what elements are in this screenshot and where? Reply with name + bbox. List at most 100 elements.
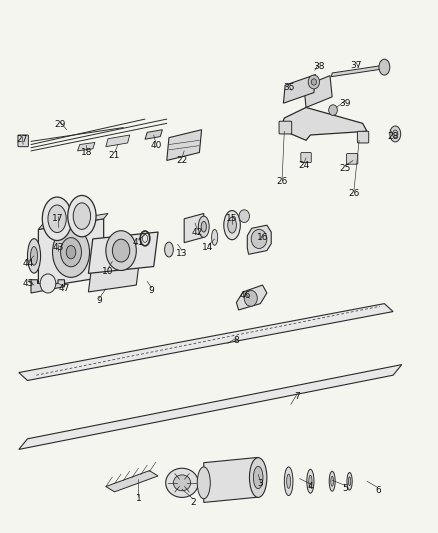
Text: 6: 6 [375,486,381,495]
Ellipse shape [66,246,76,259]
Text: 18: 18 [81,148,92,157]
Polygon shape [88,251,141,292]
Text: 26: 26 [348,189,360,198]
Ellipse shape [307,470,314,493]
Text: 21: 21 [109,151,120,160]
Text: 1: 1 [136,494,141,503]
Polygon shape [304,76,332,108]
Ellipse shape [53,227,89,277]
Ellipse shape [198,216,209,237]
Ellipse shape [250,458,267,497]
FancyBboxPatch shape [279,121,292,134]
Text: 16: 16 [257,233,268,242]
Text: 8: 8 [233,336,239,345]
Ellipse shape [309,475,312,487]
Text: 28: 28 [387,132,399,141]
Text: 29: 29 [54,120,66,129]
Ellipse shape [347,472,352,490]
Text: 35: 35 [283,83,294,92]
Text: 3: 3 [258,479,263,488]
Polygon shape [88,232,158,273]
Polygon shape [247,225,271,254]
Polygon shape [331,65,385,77]
Ellipse shape [284,467,293,496]
Ellipse shape [32,281,37,289]
Text: 47: 47 [59,284,70,293]
Text: 15: 15 [226,214,238,223]
Polygon shape [106,471,158,492]
Text: 4: 4 [307,482,313,491]
FancyBboxPatch shape [301,152,311,163]
Text: 37: 37 [350,61,362,69]
FancyBboxPatch shape [18,135,28,147]
Ellipse shape [329,471,335,491]
Circle shape [239,210,250,222]
Polygon shape [237,285,267,310]
Text: 9: 9 [96,296,102,305]
Polygon shape [145,130,162,139]
Circle shape [311,79,317,85]
Polygon shape [19,365,402,449]
Text: 13: 13 [176,249,188,258]
Text: 5: 5 [343,483,348,492]
Ellipse shape [165,242,173,257]
Ellipse shape [48,205,66,232]
Circle shape [244,290,257,306]
Ellipse shape [68,196,96,237]
Ellipse shape [224,211,240,240]
Text: 17: 17 [52,214,64,223]
Text: 44: 44 [23,260,34,268]
Text: 26: 26 [276,177,288,186]
Text: 2: 2 [190,498,196,507]
Ellipse shape [28,239,41,273]
Ellipse shape [390,126,401,142]
Text: 38: 38 [313,62,325,70]
Text: 9: 9 [148,286,155,295]
Text: 43: 43 [52,244,64,253]
Text: 25: 25 [339,164,351,173]
Ellipse shape [348,477,351,486]
Text: 10: 10 [102,268,114,276]
Ellipse shape [31,247,38,265]
Text: 14: 14 [202,244,214,253]
Text: 46: 46 [240,291,251,300]
Ellipse shape [166,469,198,497]
Ellipse shape [201,221,206,232]
Text: 40: 40 [150,141,162,150]
FancyBboxPatch shape [357,131,369,143]
Text: 42: 42 [191,228,203,237]
Polygon shape [106,135,130,147]
Circle shape [308,75,320,89]
Text: 24: 24 [298,161,310,170]
Ellipse shape [392,130,398,138]
Text: 22: 22 [177,156,187,165]
Ellipse shape [173,475,191,491]
Ellipse shape [379,59,390,75]
Ellipse shape [253,466,263,489]
Polygon shape [39,219,104,288]
Text: 27: 27 [17,135,28,144]
Ellipse shape [287,474,290,488]
Polygon shape [204,457,258,503]
Polygon shape [31,280,64,293]
Ellipse shape [212,229,218,245]
Polygon shape [282,108,367,140]
Polygon shape [78,142,95,151]
Text: 39: 39 [339,99,351,108]
Ellipse shape [60,238,81,266]
Polygon shape [184,214,204,243]
Circle shape [40,274,56,293]
Ellipse shape [113,239,130,262]
Text: 45: 45 [23,279,34,288]
Ellipse shape [73,203,91,229]
Text: 41: 41 [133,238,144,247]
Polygon shape [167,130,201,160]
Ellipse shape [331,477,333,486]
Circle shape [328,105,337,115]
Polygon shape [283,75,316,103]
Circle shape [251,229,267,248]
Text: 7: 7 [294,392,300,401]
FancyBboxPatch shape [346,154,358,164]
Ellipse shape [42,197,72,240]
Ellipse shape [228,217,237,233]
